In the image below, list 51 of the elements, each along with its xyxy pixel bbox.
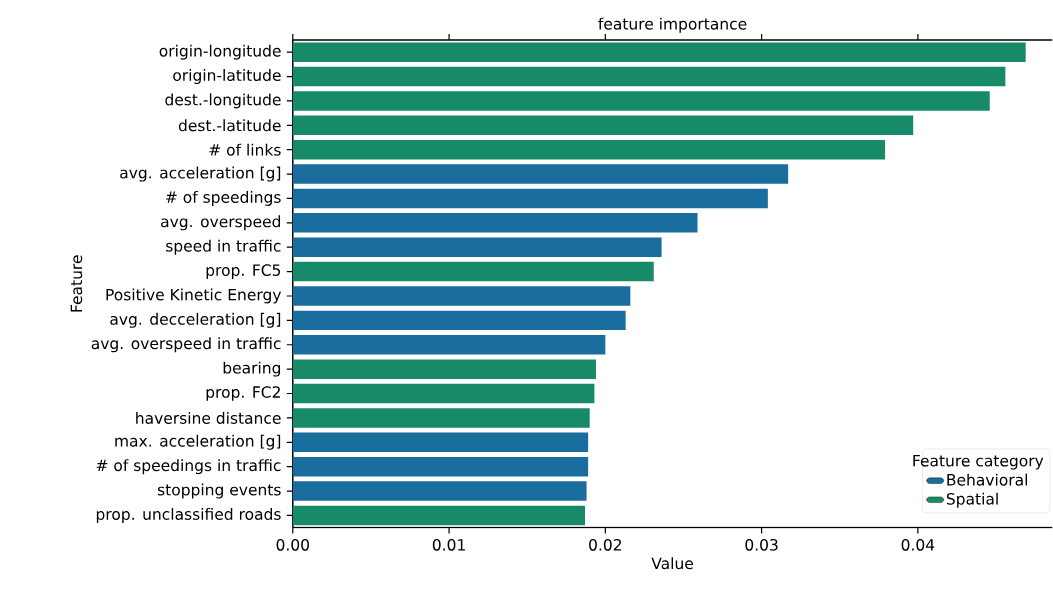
bar [292, 408, 590, 428]
y-tick-label: haversine distance [136, 412, 281, 425]
legend-label: Spatial [946, 492, 998, 508]
y-tick-label: prop. FC2 [206, 386, 280, 402]
y-tick-label: # of links [209, 143, 281, 156]
y-tick-label: dest.-latitude [178, 119, 281, 132]
y-tick-label: origin-longitude [159, 44, 281, 60]
y-tick-label: avg. overspeed in traffic [91, 337, 281, 353]
y-tick-label: avg. decceleration [g] [110, 313, 281, 329]
bar [292, 286, 631, 306]
y-tick-label: speed in traffic [166, 239, 281, 255]
bar [292, 115, 914, 136]
y-tick-label: avg. overspeed [161, 215, 281, 231]
x-axis-title: Value [651, 557, 693, 570]
bar [292, 432, 589, 453]
bar [292, 262, 654, 282]
bar [292, 213, 698, 233]
y-axis-title: Feature [70, 255, 83, 312]
y-tick-label: dest.-longitude [165, 93, 281, 109]
bar [292, 188, 768, 209]
legend-label: Behavioral [947, 473, 1028, 486]
x-tick-label: 0.03 [745, 539, 778, 551]
bar [292, 67, 1006, 87]
bar [292, 481, 587, 502]
x-tick-label: 0.02 [589, 539, 622, 551]
y-tick-label: avg. acceleration [g] [120, 166, 281, 182]
x-tick-label: 0.01 [432, 539, 465, 551]
bar [292, 383, 595, 404]
bar [292, 359, 596, 380]
bar [292, 237, 662, 258]
y-tick-label: # of speedings [166, 191, 281, 207]
bar [292, 42, 1026, 63]
y-tick-label: prop. FC5 [206, 264, 281, 280]
bar [292, 310, 626, 331]
legend-title: Feature category [913, 455, 1044, 470]
bar [292, 164, 789, 185]
y-tick-label: stopping events [157, 483, 281, 499]
y-tick-label: # of speedings in traffic [96, 459, 281, 475]
x-tick-label: 0.04 [901, 539, 935, 551]
bar [292, 457, 589, 477]
y-tick-label: max. acceleration [g] [115, 435, 281, 450]
bar [292, 91, 990, 111]
x-tick-label: 0.00 [276, 539, 309, 551]
y-tick-label: prop. unclassified roads [96, 508, 281, 524]
bar [292, 335, 606, 355]
bar [292, 505, 586, 526]
bar [292, 140, 886, 160]
y-tick-label: bearing [223, 361, 281, 377]
chart-title: feature importance [598, 17, 747, 33]
y-tick-label: origin-latitude [173, 69, 281, 85]
y-tick-label: Positive Kinetic Energy [106, 288, 282, 304]
